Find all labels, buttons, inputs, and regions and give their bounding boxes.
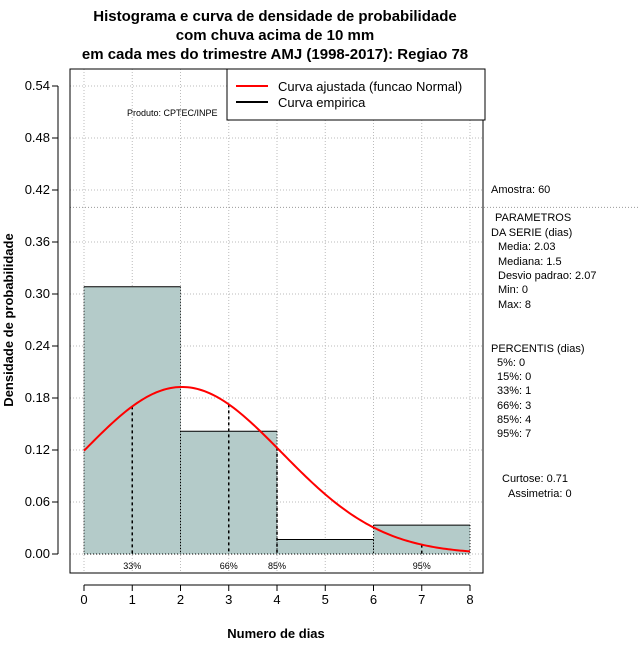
y-tick-label-0.12: 0.12 bbox=[25, 442, 50, 457]
grid bbox=[70, 69, 640, 573]
y-tick-label-0.24: 0.24 bbox=[25, 338, 50, 353]
legend-label-1: Curva empirica bbox=[278, 95, 366, 110]
axes: 0 1 2 3 4 5 6 7 8 0.00 0.06 0.12 0.18 0.24 0.30 0.36 0.4… bbox=[25, 68, 484, 607]
fit-curve-layer bbox=[83, 385, 471, 553]
percentil-95: 95%: 7 bbox=[497, 428, 531, 440]
normal-fit-curve bbox=[83, 385, 471, 553]
y-tick-label-0.48: 0.48 bbox=[25, 130, 50, 145]
percentil-5: 5%: 0 bbox=[497, 357, 525, 369]
percentil-33: 33%: 1 bbox=[497, 385, 531, 397]
y-tick-label-0.54: 0.54 bbox=[25, 78, 50, 93]
param-desvio: Desvio padrao: 2.07 bbox=[498, 270, 596, 282]
param-min: Min: 0 bbox=[498, 284, 528, 296]
param-max: Max: 8 bbox=[498, 299, 531, 311]
param-media: Media: 2.03 bbox=[498, 241, 555, 253]
x-tick-label-8: 8 bbox=[466, 592, 473, 607]
percentile-label-66%: 66% bbox=[220, 561, 238, 571]
x-tick-label-0: 0 bbox=[80, 592, 87, 607]
y-tick-label-0.30: 0.30 bbox=[25, 286, 50, 301]
percentis-title: PERCENTIS (dias) bbox=[491, 343, 585, 355]
x-tick-label-3: 3 bbox=[225, 592, 232, 607]
x-tick-label-6: 6 bbox=[370, 592, 377, 607]
percentile-labels: 33% 66% 85% 95% bbox=[123, 561, 431, 571]
y-tick-label-0.18: 0.18 bbox=[25, 390, 50, 405]
y-axis-label: Densidade de probabilidade bbox=[1, 233, 16, 406]
y-tick-label-0.42: 0.42 bbox=[25, 182, 50, 197]
x-tick-label-7: 7 bbox=[418, 592, 425, 607]
x-tick-label-2: 2 bbox=[177, 592, 184, 607]
chart-title-line-3: em cada mes do trimestre AMJ (1998-2017)… bbox=[82, 46, 468, 63]
histogram-bar-1 bbox=[180, 431, 277, 554]
percentile-label-95%: 95% bbox=[413, 561, 431, 571]
histogram-bar-2 bbox=[277, 539, 374, 554]
x-tick-label-1: 1 bbox=[129, 592, 136, 607]
producer-label: Produto: CPTEC/INPE bbox=[127, 108, 218, 118]
legend: Curva ajustada (funcao Normal)Curva empi… bbox=[226, 68, 486, 121]
percentile-lines bbox=[131, 404, 423, 554]
legend-box bbox=[226, 68, 486, 121]
sample-size: Amostra: 60 bbox=[491, 184, 550, 196]
curtose: Curtose: 0.71 bbox=[502, 473, 568, 485]
x-tick-label-4: 4 bbox=[273, 592, 280, 607]
params-title-1: PARAMETROS bbox=[495, 212, 571, 224]
assimetria: Assimetria: 0 bbox=[508, 488, 572, 500]
percentil-15: 15%: 0 bbox=[497, 371, 531, 383]
param-mediana: Mediana: 1.5 bbox=[498, 256, 562, 268]
percentile-label-85%: 85% bbox=[268, 561, 286, 571]
x-tick-label-5: 5 bbox=[322, 592, 329, 607]
chart-title-line-1: Histograma e curva de densidade de proba… bbox=[93, 8, 456, 25]
y-tick-label-0.36: 0.36 bbox=[25, 234, 50, 249]
legend-label-0: Curva ajustada (funcao Normal) bbox=[278, 79, 462, 94]
percentile-label-33%: 33% bbox=[123, 561, 141, 571]
chart-title-line-2: com chuva acima de 10 mm bbox=[176, 27, 374, 44]
params-title-2: DA SERIE (dias) bbox=[491, 227, 572, 239]
percentil-66: 66%: 3 bbox=[497, 400, 531, 412]
y-tick-label-0.06: 0.06 bbox=[25, 494, 50, 509]
percentil-85: 85%: 4 bbox=[497, 414, 531, 426]
x-axis-label: Numero de dias bbox=[227, 626, 325, 641]
y-tick-label-0.00: 0.00 bbox=[25, 546, 50, 561]
